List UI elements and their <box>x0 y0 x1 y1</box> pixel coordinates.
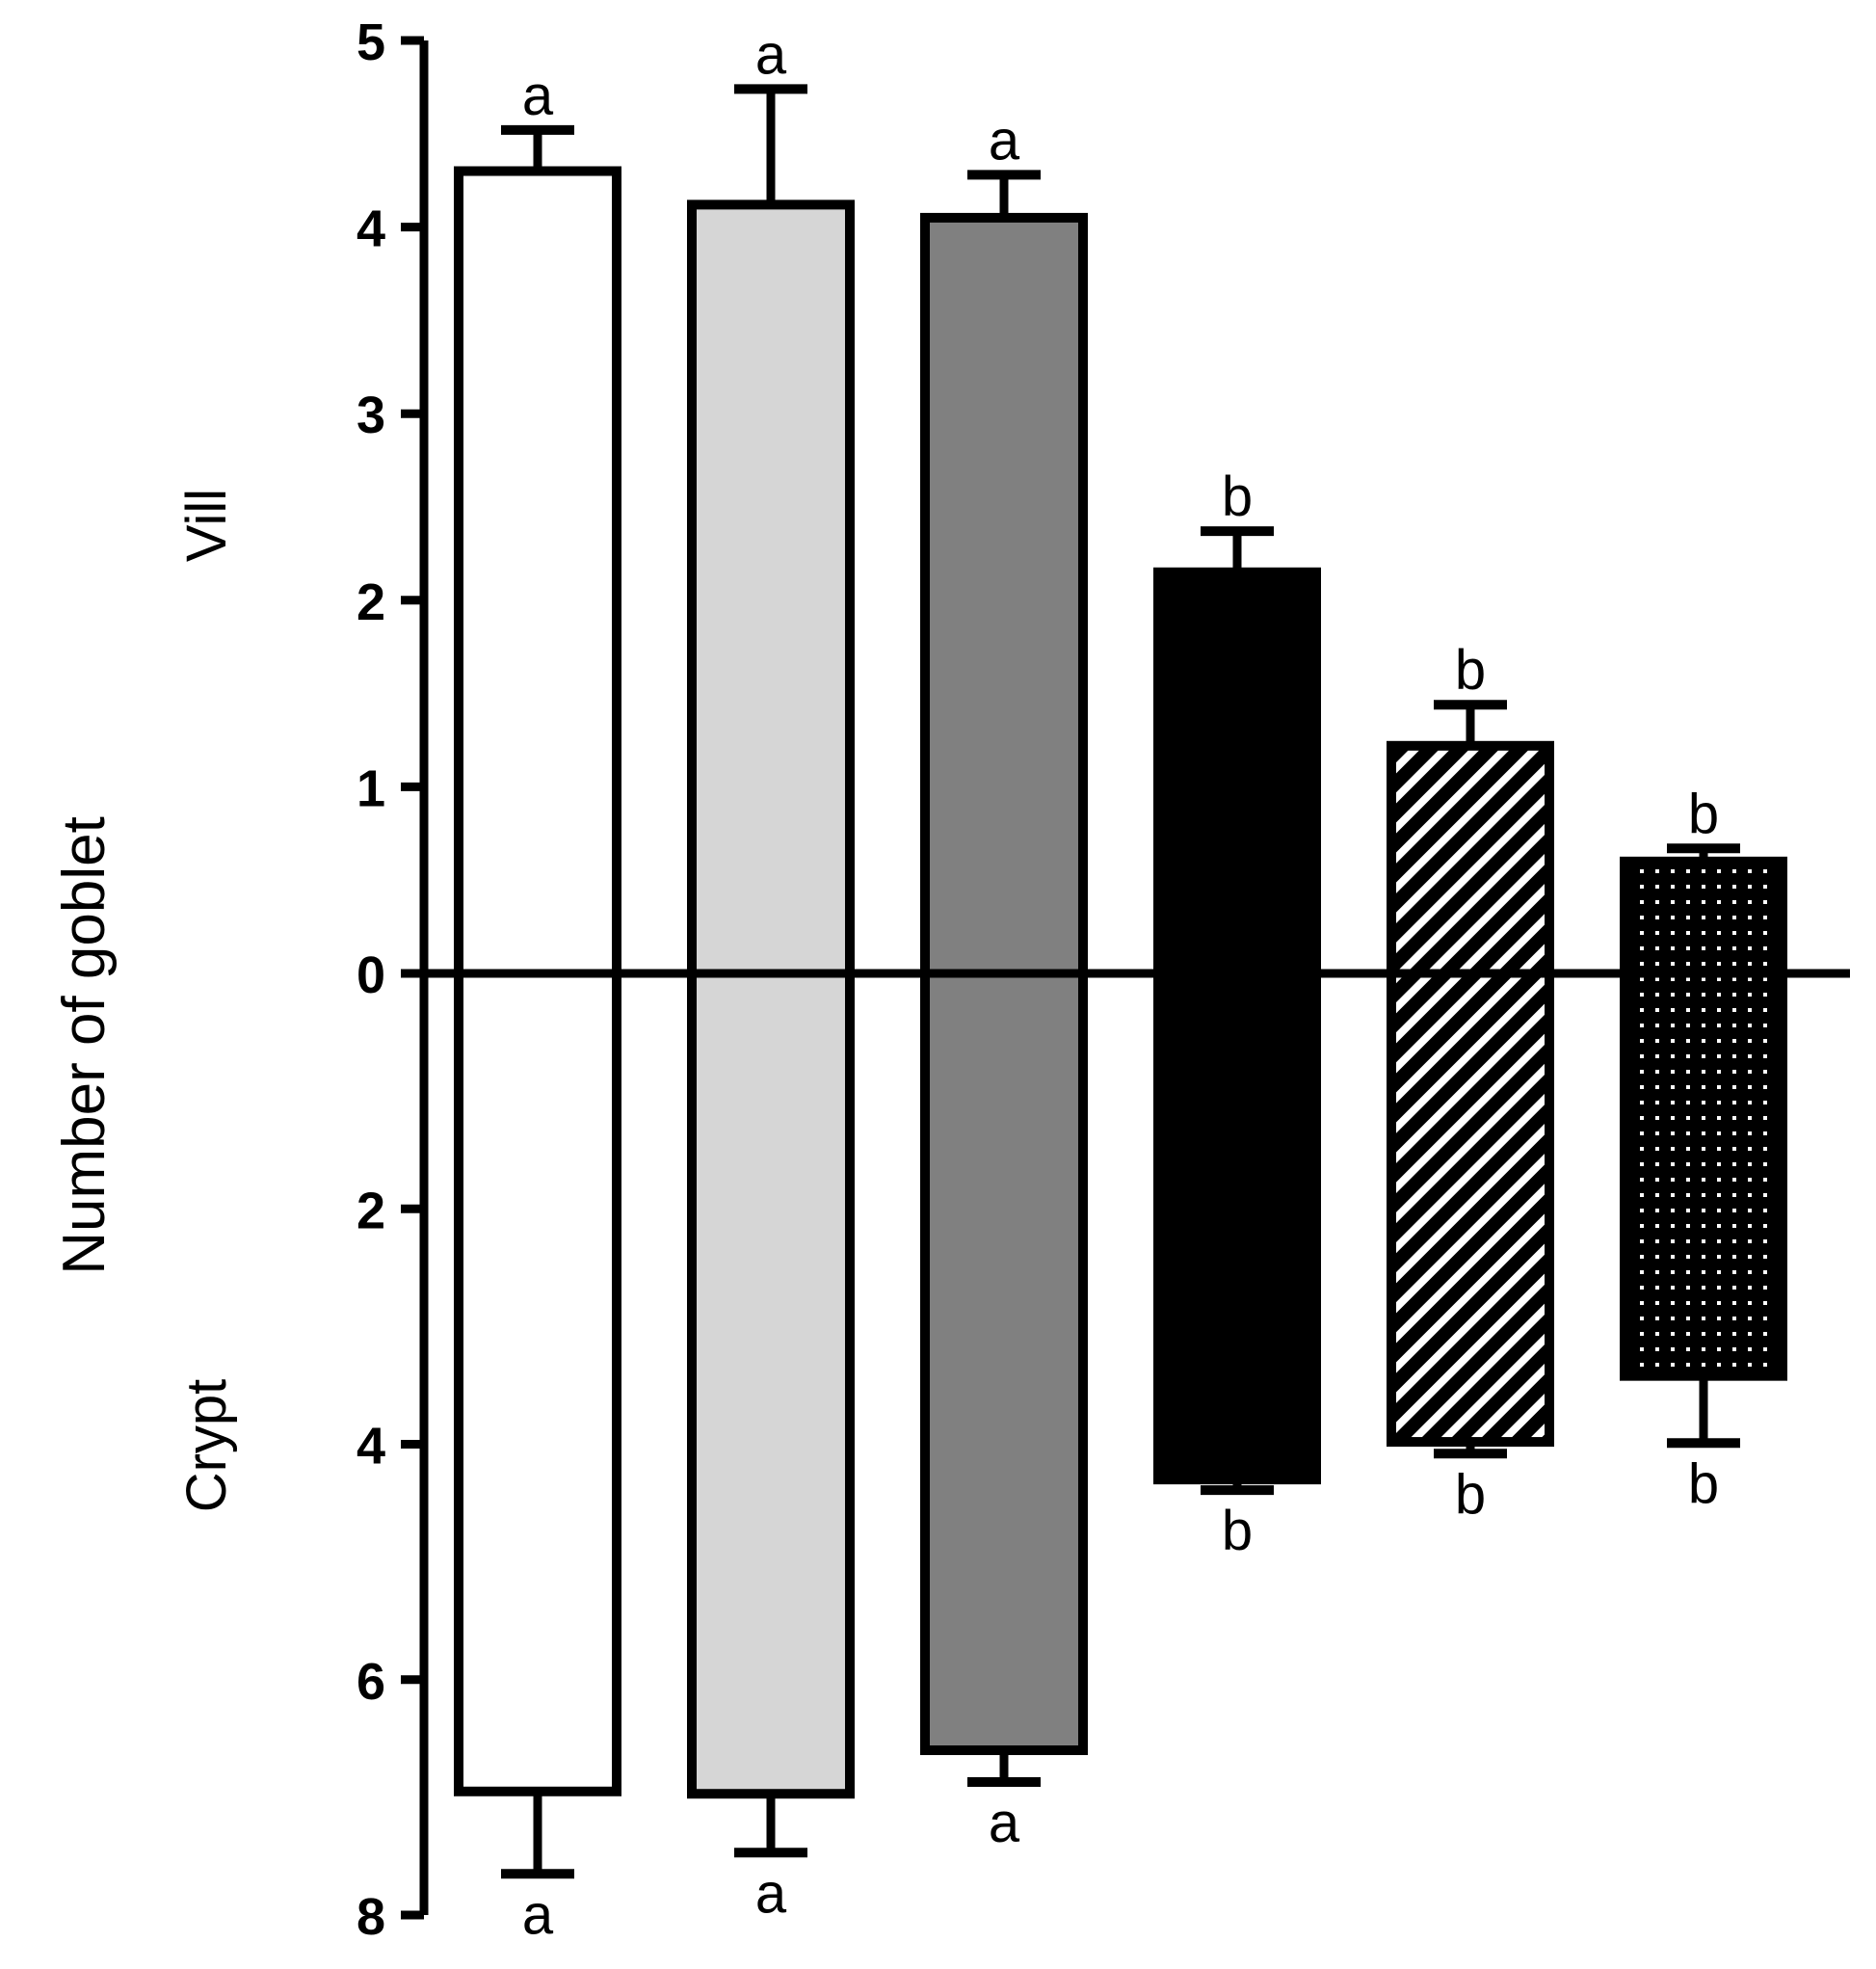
y-tick-label: 3 <box>357 386 385 444</box>
y-tick-label: 6 <box>357 1653 385 1711</box>
bar <box>1387 740 1554 1448</box>
y-axis-title: Number of goblet <box>51 816 118 1275</box>
bar <box>920 212 1088 1756</box>
y-tick-label: 4 <box>357 200 385 258</box>
significance-label: a <box>522 1883 554 1946</box>
y-tick-label: 1 <box>357 759 385 817</box>
y-tick-label: 2 <box>357 573 385 631</box>
bar-group: bb <box>1153 466 1321 1562</box>
significance-label: a <box>755 1862 787 1925</box>
bar-group: aa <box>920 109 1088 1854</box>
significance-label: b <box>1688 783 1719 845</box>
significance-label: b <box>1222 466 1253 528</box>
bar <box>687 200 855 1799</box>
crypt-region-label: Crypt <box>175 1379 238 1513</box>
significance-label: a <box>989 109 1020 172</box>
y-tick-label: 2 <box>357 1182 385 1239</box>
y-tick-label: 8 <box>357 1888 385 1946</box>
bar-group: aa <box>454 65 621 1946</box>
bar-group: bb <box>1387 639 1554 1526</box>
vill-region-label: Vill <box>175 489 238 562</box>
significance-label: a <box>989 1792 1020 1854</box>
significance-label: b <box>1222 1500 1253 1562</box>
bar-group: bb <box>1620 783 1787 1515</box>
y-tick-label: 4 <box>357 1418 385 1476</box>
y-tick-label: 5 <box>357 13 385 71</box>
bar <box>454 166 621 1796</box>
bar <box>1620 856 1787 1381</box>
y-axis: 0 1 2 3 4 5 2 4 6 8 <box>357 13 429 1946</box>
significance-label: b <box>1688 1452 1719 1515</box>
significance-label: b <box>1455 639 1486 702</box>
significance-label: b <box>1455 1463 1486 1526</box>
significance-label: a <box>755 23 787 86</box>
bar <box>1153 567 1321 1485</box>
bar-group: aa <box>687 23 855 1925</box>
y-tick-label: 0 <box>357 946 385 1004</box>
significance-label: a <box>522 65 554 127</box>
